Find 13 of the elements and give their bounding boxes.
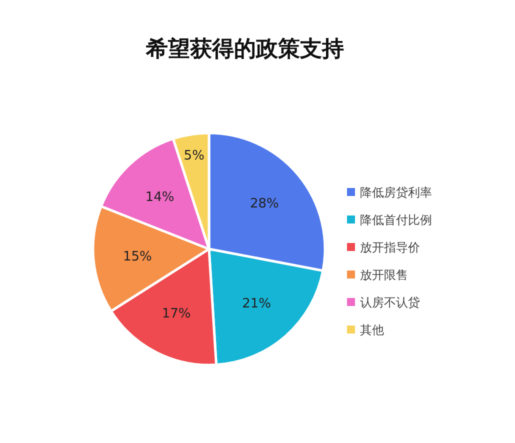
chart-title: 希望获得的政策支持 xyxy=(145,36,344,62)
data-label: 5% xyxy=(184,148,204,164)
legend-label: 降低首付比例 xyxy=(360,213,432,227)
data-label: 14% xyxy=(145,190,174,206)
data-label: 15% xyxy=(122,249,152,264)
data-label: 17% xyxy=(162,306,191,322)
legend-label: 认房不认贷 xyxy=(360,296,420,310)
legend-label: 放开指导价 xyxy=(360,240,420,254)
legend-label: 其他 xyxy=(360,323,384,337)
data-label: 28% xyxy=(250,196,279,212)
data-label: 21% xyxy=(242,296,272,312)
legend-label: 降低房贷利率 xyxy=(360,186,432,200)
legend-label: 放开限售 xyxy=(360,268,408,282)
